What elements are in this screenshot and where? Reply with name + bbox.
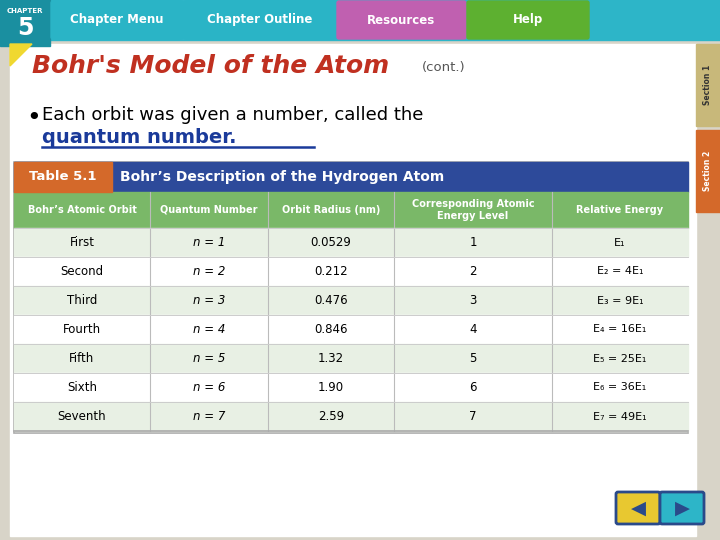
Text: Fifth: Fifth	[69, 352, 94, 365]
Bar	[14, 162, 112, 192]
Text: 2.59: 2.59	[318, 410, 344, 423]
Text: Seventh: Seventh	[58, 410, 107, 423]
Text: Sixth: Sixth	[67, 381, 97, 394]
Bar	[14, 257, 688, 286]
Text: n = 5: n = 5	[193, 352, 225, 365]
Text: E₂ = 4E₁: E₂ = 4E₁	[597, 267, 643, 276]
Bar	[14, 162, 688, 192]
Text: Section 2: Section 2	[703, 151, 713, 191]
Text: 1: 1	[469, 236, 477, 249]
Text: E₄ = 16E₁: E₄ = 16E₁	[593, 325, 647, 334]
Text: First: First	[70, 236, 94, 249]
Text: n = 4: n = 4	[193, 323, 225, 336]
Text: Table 5.1: Table 5.1	[30, 171, 96, 184]
Text: E₆ = 36E₁: E₆ = 36E₁	[593, 382, 647, 393]
FancyBboxPatch shape	[467, 1, 589, 39]
Bar	[696, 130, 720, 212]
Bar	[14, 162, 688, 433]
Text: 3: 3	[469, 294, 477, 307]
Bar	[0, 0, 720, 40]
Text: 7: 7	[469, 410, 477, 423]
Text: CHAPTER: CHAPTER	[6, 8, 43, 14]
Bar	[0, 0, 50, 46]
Text: 0.0529: 0.0529	[310, 236, 351, 249]
Text: ◀: ◀	[631, 498, 646, 517]
Bar	[14, 192, 688, 228]
Text: Bohr’s Description of the Hydrogen Atom: Bohr’s Description of the Hydrogen Atom	[120, 170, 444, 184]
Bar	[696, 44, 720, 126]
FancyBboxPatch shape	[51, 1, 183, 39]
Text: 5: 5	[17, 16, 33, 40]
Text: 6: 6	[469, 381, 477, 394]
Text: Fourth: Fourth	[63, 323, 101, 336]
Bar	[14, 402, 688, 431]
Text: Relative Energy: Relative Energy	[577, 205, 664, 215]
Bar	[14, 315, 688, 344]
Text: 5: 5	[469, 352, 477, 365]
Bar	[14, 373, 688, 402]
Text: E₇ = 49E₁: E₇ = 49E₁	[593, 411, 647, 422]
Text: 0.476: 0.476	[314, 294, 348, 307]
Text: Bohr’s Atomic Orbit: Bohr’s Atomic Orbit	[27, 205, 136, 215]
Text: Quantum Number: Quantum Number	[161, 205, 258, 215]
Text: Bohr's Model of the Atom: Bohr's Model of the Atom	[32, 54, 389, 78]
FancyBboxPatch shape	[337, 1, 466, 39]
Text: Chapter Menu: Chapter Menu	[71, 14, 163, 26]
Text: 4: 4	[469, 323, 477, 336]
Text: 2: 2	[469, 265, 477, 278]
Text: E₁: E₁	[614, 238, 626, 247]
Text: Corresponding Atomic
Energy Level: Corresponding Atomic Energy Level	[412, 199, 534, 221]
Text: n = 7: n = 7	[193, 410, 225, 423]
Text: 1.90: 1.90	[318, 381, 344, 394]
Bar	[14, 228, 688, 257]
Text: E₃ = 9E₁: E₃ = 9E₁	[597, 295, 643, 306]
Polygon shape	[10, 44, 32, 66]
Text: Third: Third	[67, 294, 97, 307]
FancyBboxPatch shape	[660, 492, 704, 524]
Text: n = 6: n = 6	[193, 381, 225, 394]
Text: 1.32: 1.32	[318, 352, 344, 365]
Text: 0.846: 0.846	[314, 323, 348, 336]
Text: 0.212: 0.212	[314, 265, 348, 278]
Text: ▶: ▶	[675, 498, 690, 517]
Text: Resources: Resources	[367, 14, 436, 26]
Text: •: •	[26, 106, 41, 130]
Text: E₅ = 25E₁: E₅ = 25E₁	[593, 354, 647, 363]
FancyBboxPatch shape	[616, 492, 660, 524]
Text: Each orbit was given a number, called the: Each orbit was given a number, called th…	[42, 106, 423, 124]
Text: Chapter Outline: Chapter Outline	[207, 14, 312, 26]
Text: quantum number.: quantum number.	[42, 128, 236, 147]
Text: n = 2: n = 2	[193, 265, 225, 278]
Text: (cont.): (cont.)	[422, 62, 466, 75]
Bar	[14, 286, 688, 315]
Text: n = 1: n = 1	[193, 236, 225, 249]
FancyBboxPatch shape	[184, 1, 336, 39]
Text: Section 1: Section 1	[703, 65, 713, 105]
Text: Help: Help	[513, 14, 543, 26]
Text: Second: Second	[60, 265, 104, 278]
Text: Orbit Radius (nm): Orbit Radius (nm)	[282, 205, 380, 215]
Text: n = 3: n = 3	[193, 294, 225, 307]
Bar	[14, 344, 688, 373]
